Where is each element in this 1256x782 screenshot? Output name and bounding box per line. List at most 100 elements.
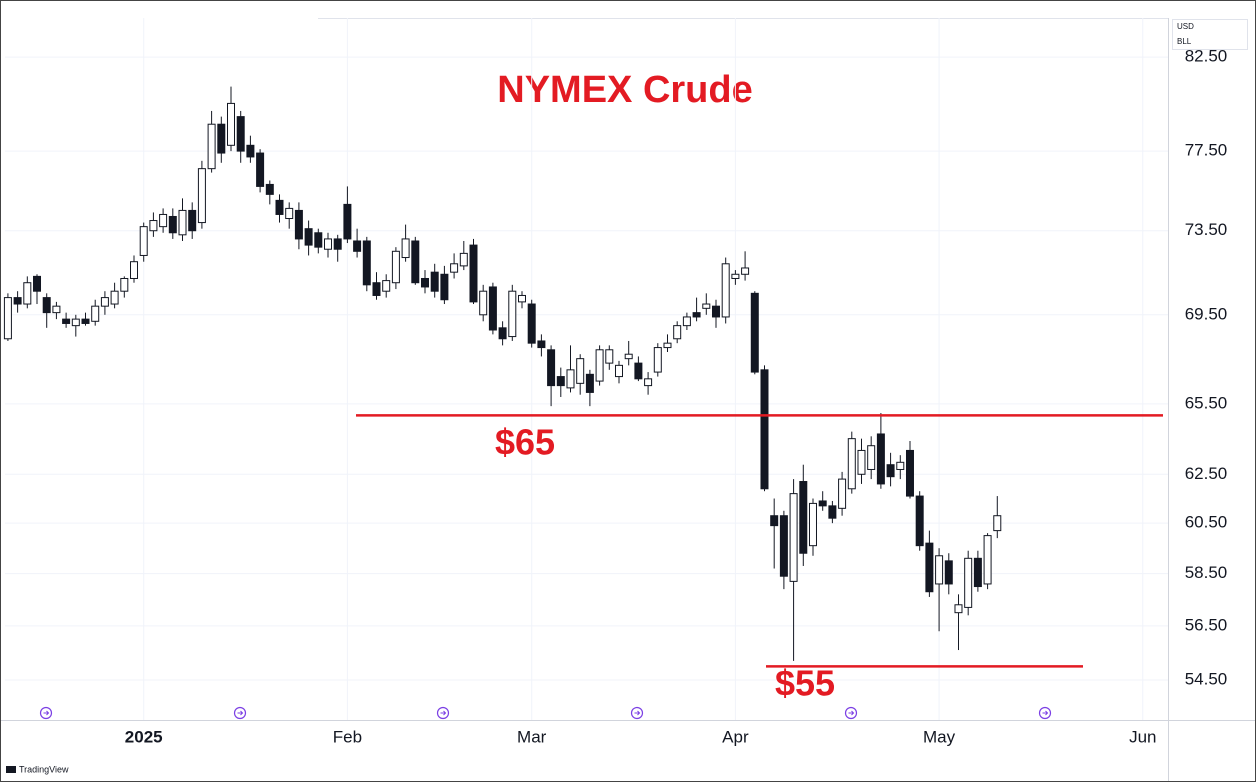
y-tick-label: 69.50 [1185,304,1228,323]
candle-body [265,183,274,195]
candle-body [159,213,168,228]
candle-body [411,240,420,284]
candle-body [673,325,682,340]
candle-body [343,203,352,240]
candle-body [391,250,400,284]
logo [6,766,16,773]
candle-body [275,199,284,215]
candle-body [585,373,594,393]
candle-body [382,280,391,292]
y-tick-label: 77.50 [1185,141,1228,160]
candle-body [23,282,32,305]
candle-body [663,342,672,349]
x-tick-label: Jun [1129,727,1156,746]
candle-body [256,152,265,187]
candle-body [149,220,158,232]
y-tick-label: 56.50 [1185,615,1228,634]
candle-body [644,378,653,387]
candle-body [52,305,61,314]
candle-body [634,362,643,380]
candle-body [750,292,759,373]
candle-body [168,215,177,234]
candle-body [741,267,750,275]
candle-body [324,238,333,250]
candle-body [779,515,788,577]
y-tick-label: 62.50 [1185,464,1228,483]
candle-body [799,481,808,554]
candle-body [139,226,148,256]
candle-body [236,116,245,152]
candle-body [100,297,109,307]
candle-body [207,123,216,170]
candle-body [770,515,779,527]
candle-body [566,369,575,389]
candle-body [721,263,730,318]
candle-body [479,290,488,316]
y-tick-label: 73.50 [1185,220,1228,239]
y-tick-label: 54.50 [1185,670,1228,689]
candle-body [944,560,953,585]
candle-body [789,493,798,582]
candle-body [556,376,565,387]
candle-body [33,275,42,292]
event-marker-arrow [440,710,447,716]
candle-body [876,433,885,485]
candle-body [110,290,119,305]
candle-body [886,464,895,478]
candle-body [983,535,992,585]
candle-body [682,316,691,327]
candle-body [847,438,856,490]
candle-body [130,261,139,279]
candle-body [993,515,1002,532]
candle-body [3,297,12,340]
level-label: $55 [775,663,835,704]
candle-body [605,349,614,364]
candle-body [459,252,468,267]
candle-body [624,353,633,360]
unit: BLL [1177,37,1192,46]
candle-body [576,358,585,384]
y-tick-label: 82.50 [1185,47,1228,66]
candle-body [178,209,187,236]
y-tick-label: 65.50 [1185,393,1228,412]
candle-body [818,500,827,507]
event-marker-arrow [43,710,50,716]
x-tick-label: Mar [517,727,547,746]
candle-body [527,303,536,344]
candle-body [692,312,701,318]
candle-body [285,207,294,220]
y-tick-label: 58.50 [1185,563,1228,582]
candle-body [702,303,711,309]
y-tick-label: 60.50 [1185,513,1228,532]
candle-body [197,168,206,224]
candle-body [935,555,944,585]
candle-body [867,445,876,470]
candle-body [925,542,934,593]
event-marker-arrow [237,710,244,716]
candle-body [71,318,80,327]
level-label: $65 [495,422,555,463]
candle-body [828,505,837,519]
candle-body [614,364,623,378]
candle-body [42,297,51,314]
candle-body [537,340,546,349]
candle-body [304,228,313,246]
candle-body [595,349,604,382]
x-tick-label: Apr [722,727,749,746]
candle-body [81,318,90,324]
candle-body [450,263,459,273]
event-marker-arrow [634,710,641,716]
candle-body [711,305,720,318]
candle-body [13,297,22,305]
candle-body [440,273,449,301]
candle-body [246,144,255,158]
candle-body [372,282,381,296]
candle-body [653,347,662,373]
candle-body [915,495,924,547]
candle-body [808,502,817,547]
candle-body [731,273,740,279]
watermark: TradingView [19,764,69,774]
candle-body [838,478,847,509]
candle-body [896,461,905,470]
